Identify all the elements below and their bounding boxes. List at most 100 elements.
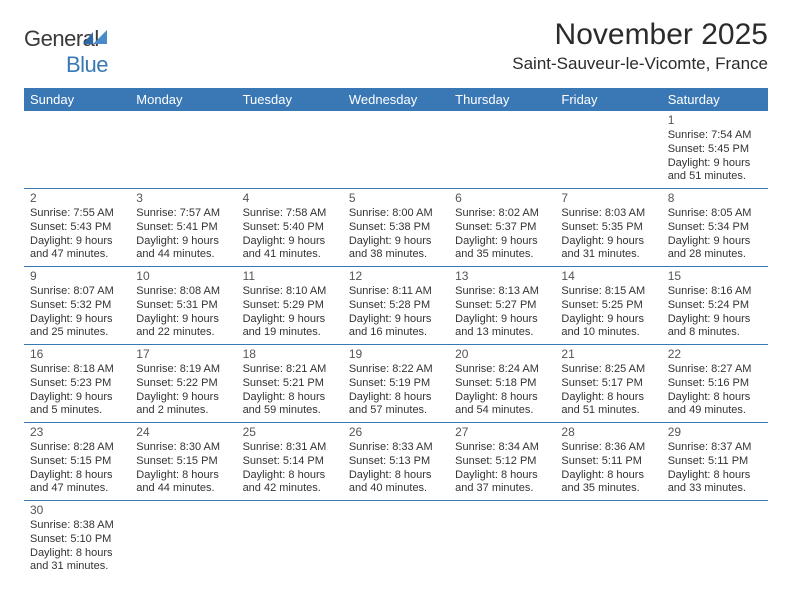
day-day1: Daylight: 9 hours [30, 235, 124, 249]
day-number: 7 [561, 191, 655, 206]
day-sunset: Sunset: 5:29 PM [243, 299, 337, 313]
calendar-day-cell: 1Sunrise: 7:54 AMSunset: 5:45 PMDaylight… [662, 111, 768, 189]
day-day1: Daylight: 9 hours [349, 313, 443, 327]
calendar-body: 1Sunrise: 7:54 AMSunset: 5:45 PMDaylight… [24, 111, 768, 578]
day-sunset: Sunset: 5:34 PM [668, 221, 762, 235]
day-day2: and 25 minutes. [30, 326, 124, 340]
day-day1: Daylight: 9 hours [455, 313, 549, 327]
weekday-header: Monday [130, 88, 236, 111]
day-day1: Daylight: 9 hours [30, 313, 124, 327]
day-day1: Daylight: 8 hours [561, 391, 655, 405]
day-number: 9 [30, 269, 124, 284]
header: GeneralBlue November 2025 Saint-Sauveur-… [24, 18, 768, 78]
day-sunrise: Sunrise: 8:08 AM [136, 285, 230, 299]
weekday-header: Friday [555, 88, 661, 111]
day-sunrise: Sunrise: 8:36 AM [561, 441, 655, 455]
day-sunset: Sunset: 5:16 PM [668, 377, 762, 391]
calendar-week-row: 9Sunrise: 8:07 AMSunset: 5:32 PMDaylight… [24, 267, 768, 345]
day-sunset: Sunset: 5:21 PM [243, 377, 337, 391]
logo-mark-icon [81, 26, 109, 52]
calendar-day-cell: 22Sunrise: 8:27 AMSunset: 5:16 PMDayligh… [662, 345, 768, 423]
day-sunset: Sunset: 5:14 PM [243, 455, 337, 469]
day-sunrise: Sunrise: 8:07 AM [30, 285, 124, 299]
day-sunset: Sunset: 5:27 PM [455, 299, 549, 313]
day-day1: Daylight: 8 hours [30, 547, 124, 561]
day-sunrise: Sunrise: 7:58 AM [243, 207, 337, 221]
day-sunset: Sunset: 5:12 PM [455, 455, 549, 469]
weekday-header: Wednesday [343, 88, 449, 111]
day-sunrise: Sunrise: 8:02 AM [455, 207, 549, 221]
day-number: 14 [561, 269, 655, 284]
day-sunset: Sunset: 5:10 PM [30, 533, 124, 547]
day-day1: Daylight: 8 hours [455, 469, 549, 483]
calendar-day-cell: 21Sunrise: 8:25 AMSunset: 5:17 PMDayligh… [555, 345, 661, 423]
calendar-day-cell: 18Sunrise: 8:21 AMSunset: 5:21 PMDayligh… [237, 345, 343, 423]
calendar-day-cell: 23Sunrise: 8:28 AMSunset: 5:15 PMDayligh… [24, 423, 130, 501]
logo: GeneralBlue [24, 26, 109, 78]
day-sunset: Sunset: 5:32 PM [30, 299, 124, 313]
day-sunset: Sunset: 5:25 PM [561, 299, 655, 313]
day-sunset: Sunset: 5:35 PM [561, 221, 655, 235]
day-number: 20 [455, 347, 549, 362]
day-day1: Daylight: 9 hours [136, 235, 230, 249]
calendar-day-cell: 25Sunrise: 8:31 AMSunset: 5:14 PMDayligh… [237, 423, 343, 501]
day-number: 15 [668, 269, 762, 284]
day-day1: Daylight: 9 hours [30, 391, 124, 405]
day-day1: Daylight: 8 hours [349, 469, 443, 483]
day-day2: and 22 minutes. [136, 326, 230, 340]
day-sunset: Sunset: 5:37 PM [455, 221, 549, 235]
day-number: 24 [136, 425, 230, 440]
day-day1: Daylight: 8 hours [668, 391, 762, 405]
calendar-week-row: 30Sunrise: 8:38 AMSunset: 5:10 PMDayligh… [24, 501, 768, 579]
calendar-day-cell: 7Sunrise: 8:03 AMSunset: 5:35 PMDaylight… [555, 189, 661, 267]
day-number: 16 [30, 347, 124, 362]
day-sunrise: Sunrise: 8:22 AM [349, 363, 443, 377]
logo-text: GeneralBlue [24, 26, 109, 78]
calendar-day-cell: 11Sunrise: 8:10 AMSunset: 5:29 PMDayligh… [237, 267, 343, 345]
day-day2: and 54 minutes. [455, 404, 549, 418]
day-day2: and 2 minutes. [136, 404, 230, 418]
day-sunset: Sunset: 5:28 PM [349, 299, 443, 313]
calendar-day-cell [555, 501, 661, 579]
calendar-week-row: 23Sunrise: 8:28 AMSunset: 5:15 PMDayligh… [24, 423, 768, 501]
day-day2: and 47 minutes. [30, 482, 124, 496]
day-number: 17 [136, 347, 230, 362]
calendar-week-row: 16Sunrise: 8:18 AMSunset: 5:23 PMDayligh… [24, 345, 768, 423]
page-subtitle: Saint-Sauveur-le-Vicomte, France [512, 54, 768, 74]
day-sunrise: Sunrise: 8:05 AM [668, 207, 762, 221]
day-number: 5 [349, 191, 443, 206]
day-sunrise: Sunrise: 7:57 AM [136, 207, 230, 221]
day-sunrise: Sunrise: 8:10 AM [243, 285, 337, 299]
day-day2: and 16 minutes. [349, 326, 443, 340]
day-number: 22 [668, 347, 762, 362]
day-number: 21 [561, 347, 655, 362]
day-number: 11 [243, 269, 337, 284]
day-sunrise: Sunrise: 8:25 AM [561, 363, 655, 377]
day-number: 26 [349, 425, 443, 440]
calendar-header-row: Sunday Monday Tuesday Wednesday Thursday… [24, 88, 768, 111]
day-day1: Daylight: 9 hours [561, 313, 655, 327]
day-day2: and 40 minutes. [349, 482, 443, 496]
calendar-day-cell: 19Sunrise: 8:22 AMSunset: 5:19 PMDayligh… [343, 345, 449, 423]
calendar-day-cell [130, 111, 236, 189]
day-number: 29 [668, 425, 762, 440]
day-sunrise: Sunrise: 8:33 AM [349, 441, 443, 455]
day-number: 23 [30, 425, 124, 440]
calendar-day-cell: 27Sunrise: 8:34 AMSunset: 5:12 PMDayligh… [449, 423, 555, 501]
calendar-day-cell: 24Sunrise: 8:30 AMSunset: 5:15 PMDayligh… [130, 423, 236, 501]
day-sunrise: Sunrise: 8:13 AM [455, 285, 549, 299]
calendar-day-cell: 29Sunrise: 8:37 AMSunset: 5:11 PMDayligh… [662, 423, 768, 501]
day-day2: and 38 minutes. [349, 248, 443, 262]
day-number: 30 [30, 503, 124, 518]
calendar-week-row: 2Sunrise: 7:55 AMSunset: 5:43 PMDaylight… [24, 189, 768, 267]
day-day2: and 35 minutes. [561, 482, 655, 496]
calendar-day-cell [662, 501, 768, 579]
day-day1: Daylight: 9 hours [668, 157, 762, 171]
day-day2: and 35 minutes. [455, 248, 549, 262]
day-day2: and 31 minutes. [561, 248, 655, 262]
calendar-day-cell [343, 501, 449, 579]
day-day2: and 41 minutes. [243, 248, 337, 262]
day-day1: Daylight: 9 hours [136, 391, 230, 405]
day-day1: Daylight: 8 hours [136, 469, 230, 483]
calendar-day-cell: 3Sunrise: 7:57 AMSunset: 5:41 PMDaylight… [130, 189, 236, 267]
